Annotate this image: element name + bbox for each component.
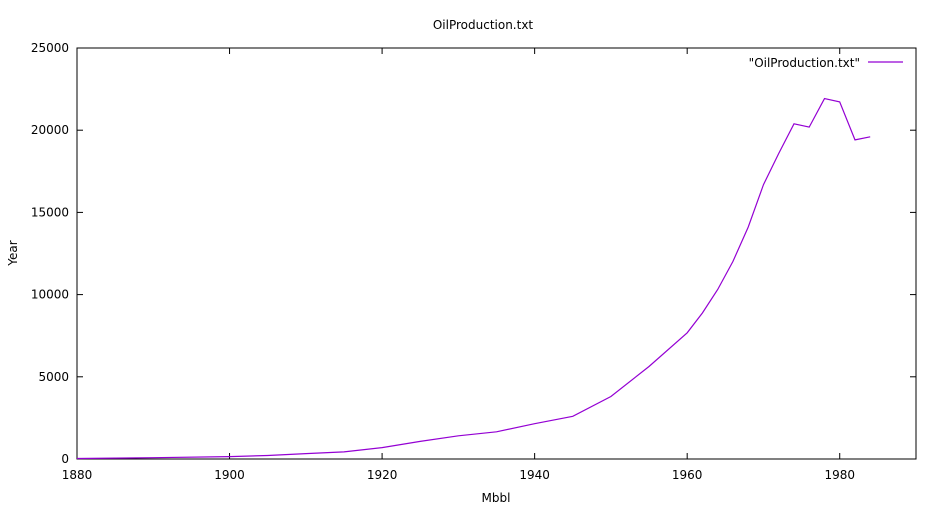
x-axis-label: Mbbl: [482, 491, 511, 505]
series-line: [76, 97, 871, 460]
y-tick-label: 25000: [31, 41, 69, 55]
y-tick-label: 10000: [31, 288, 69, 302]
series-group: [76, 97, 871, 460]
y-tick-label: 0: [61, 452, 69, 466]
chart-title: OilProduction.txt: [433, 18, 534, 32]
x-tick-label: 1880: [62, 468, 93, 482]
x-tick-label: 1940: [519, 468, 550, 482]
y-tick-label: 5000: [38, 370, 69, 384]
x-tick-label: 1900: [214, 468, 245, 482]
x-tick-label: 1980: [824, 468, 855, 482]
x-tick-label: 1960: [672, 468, 703, 482]
y-tick-label: 15000: [31, 205, 69, 219]
axis-ticks: 1880 1900 1920 1940 1960 1980 0 5000 10000 15000 2…: [31, 41, 916, 482]
plot-frame: [76, 47, 917, 460]
legend-label: "OilProduction.txt": [749, 56, 860, 70]
legend: "OilProduction.txt": [749, 56, 903, 70]
x-tick-label: 1920: [367, 468, 398, 482]
y-axis-label: Year: [6, 240, 20, 266]
y-tick-label: 20000: [31, 123, 69, 137]
